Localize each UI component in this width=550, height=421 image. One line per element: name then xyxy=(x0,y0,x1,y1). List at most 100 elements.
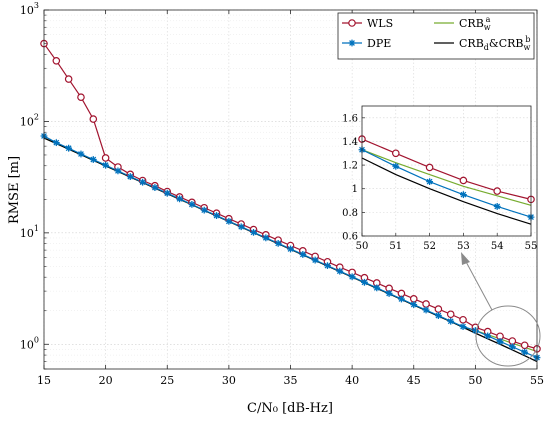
data-point-dpe xyxy=(398,295,405,303)
data-point-wls xyxy=(101,154,110,162)
inset-x-tick-label: 53 xyxy=(457,241,470,252)
legend-marker-wls xyxy=(348,19,356,27)
data-point-wls xyxy=(459,315,467,324)
inset-series-line-1 xyxy=(361,149,532,218)
main-series-markers xyxy=(40,39,541,361)
inset-axis-ticks: 50 51 52 53 54 55 0.6 0.8 1 1.2 1.4 1.6 xyxy=(342,113,537,252)
inset-x-tick-label: 55 xyxy=(525,241,538,252)
data-point-wls xyxy=(520,341,529,350)
inset-x-tick-label: 51 xyxy=(389,241,402,252)
inset-background xyxy=(362,106,531,236)
legend-box xyxy=(337,12,535,60)
data-point-wls xyxy=(422,300,430,308)
inset-x-tick-label: 50 xyxy=(356,241,369,252)
legend: WLS CRBwa DPE CRBd&CRBwb xyxy=(337,12,535,60)
zoom-arrow-line xyxy=(463,257,493,311)
x-axis-label: C/N₀ [dB-Hz] xyxy=(247,401,333,416)
inset-data-point-wls xyxy=(459,176,468,185)
legend-label: CRBwa xyxy=(459,15,491,32)
data-point-dpe xyxy=(225,217,233,225)
data-point-wls xyxy=(77,93,85,101)
zoom-region-circle xyxy=(475,305,541,367)
y-tick-label: 100 xyxy=(20,335,39,351)
data-point-dpe xyxy=(435,312,442,319)
data-point-dpe xyxy=(373,284,381,292)
data-point-dpe xyxy=(447,317,455,325)
inset-series-lines xyxy=(361,138,532,225)
inset-y-tick-label: 1 xyxy=(352,184,358,195)
main-axis-ticks: 15 20 25 30 35 40 45 50 55 100 101 102 103 xyxy=(20,1,544,387)
data-point-dpe xyxy=(126,173,134,180)
inset-y-tick-label: 0.6 xyxy=(342,232,358,243)
data-point-dpe xyxy=(163,189,171,197)
inset-data-point-dpe xyxy=(426,178,433,186)
data-point-dpe xyxy=(139,178,146,186)
y-tick-label: 101 xyxy=(20,224,39,240)
data-point-dpe xyxy=(311,256,319,264)
data-point-dpe xyxy=(496,338,504,345)
inset-y-tick-label: 1.6 xyxy=(342,113,358,124)
inset-y-tick-label: 0.8 xyxy=(342,208,358,219)
data-point-dpe xyxy=(324,262,331,270)
inset-frame xyxy=(361,105,532,237)
data-point-dpe xyxy=(114,167,122,175)
data-point-dpe xyxy=(65,144,73,152)
data-point-wls xyxy=(446,310,455,319)
x-tick-label: 35 xyxy=(284,374,298,387)
data-point-dpe xyxy=(459,323,467,331)
data-point-dpe xyxy=(299,251,307,258)
data-point-wls xyxy=(64,75,73,83)
data-point-dpe xyxy=(287,245,294,253)
data-point-dpe xyxy=(77,150,85,158)
inset-data-point-dpe xyxy=(493,203,501,210)
inset-series-line-0 xyxy=(361,138,532,200)
data-point-wls xyxy=(508,337,517,345)
data-point-dpe xyxy=(237,223,245,231)
data-point-dpe xyxy=(89,156,97,163)
data-point-dpe xyxy=(213,212,220,219)
data-point-dpe xyxy=(250,228,257,236)
data-point-dpe xyxy=(200,206,208,214)
data-point-dpe xyxy=(348,273,356,281)
data-point-dpe xyxy=(188,201,196,208)
y-tick-label: 102 xyxy=(20,112,39,128)
inset-series-line-2 xyxy=(361,149,532,206)
x-tick-label: 50 xyxy=(468,374,482,387)
x-tick-label: 25 xyxy=(160,374,174,387)
data-point-dpe xyxy=(151,184,159,191)
legend-marker-dpe xyxy=(348,39,356,47)
legend-label: CRBd&CRBwb xyxy=(459,35,531,52)
data-point-dpe xyxy=(52,139,60,147)
inset-data-point-dpe xyxy=(460,191,467,199)
data-point-dpe xyxy=(422,306,430,314)
data-point-wls xyxy=(89,115,98,123)
data-point-dpe xyxy=(521,348,529,356)
inset-data-point-wls xyxy=(493,187,502,195)
x-tick-label: 15 xyxy=(37,374,51,387)
data-point-dpe xyxy=(471,327,479,334)
inset-y-tick-label: 1.2 xyxy=(342,161,358,172)
x-tick-label: 55 xyxy=(530,374,544,387)
zoom-arrow-head xyxy=(461,252,470,265)
data-point-dpe xyxy=(361,278,368,286)
data-point-dpe xyxy=(410,301,418,309)
x-tick-label: 40 xyxy=(345,374,359,387)
data-point-wls xyxy=(52,57,61,65)
data-point-dpe xyxy=(274,239,282,247)
data-point-dpe xyxy=(484,332,492,340)
x-tick-label: 30 xyxy=(222,374,236,387)
inset-data-point-wls xyxy=(425,163,434,172)
data-point-dpe xyxy=(262,234,270,242)
legend-label: DPE xyxy=(367,37,391,50)
data-point-dpe xyxy=(102,161,110,169)
data-point-dpe xyxy=(176,195,183,203)
data-point-wls xyxy=(409,294,418,303)
inset-y-tick-label: 1.4 xyxy=(342,137,358,148)
data-point-dpe xyxy=(385,290,393,297)
y-axis-label: RMSE [m] xyxy=(7,156,22,224)
inset-data-point-dpe xyxy=(392,162,400,170)
inset-series-line-3 xyxy=(361,157,532,225)
inset-data-point-wls xyxy=(391,149,400,158)
data-point-dpe xyxy=(508,343,516,351)
